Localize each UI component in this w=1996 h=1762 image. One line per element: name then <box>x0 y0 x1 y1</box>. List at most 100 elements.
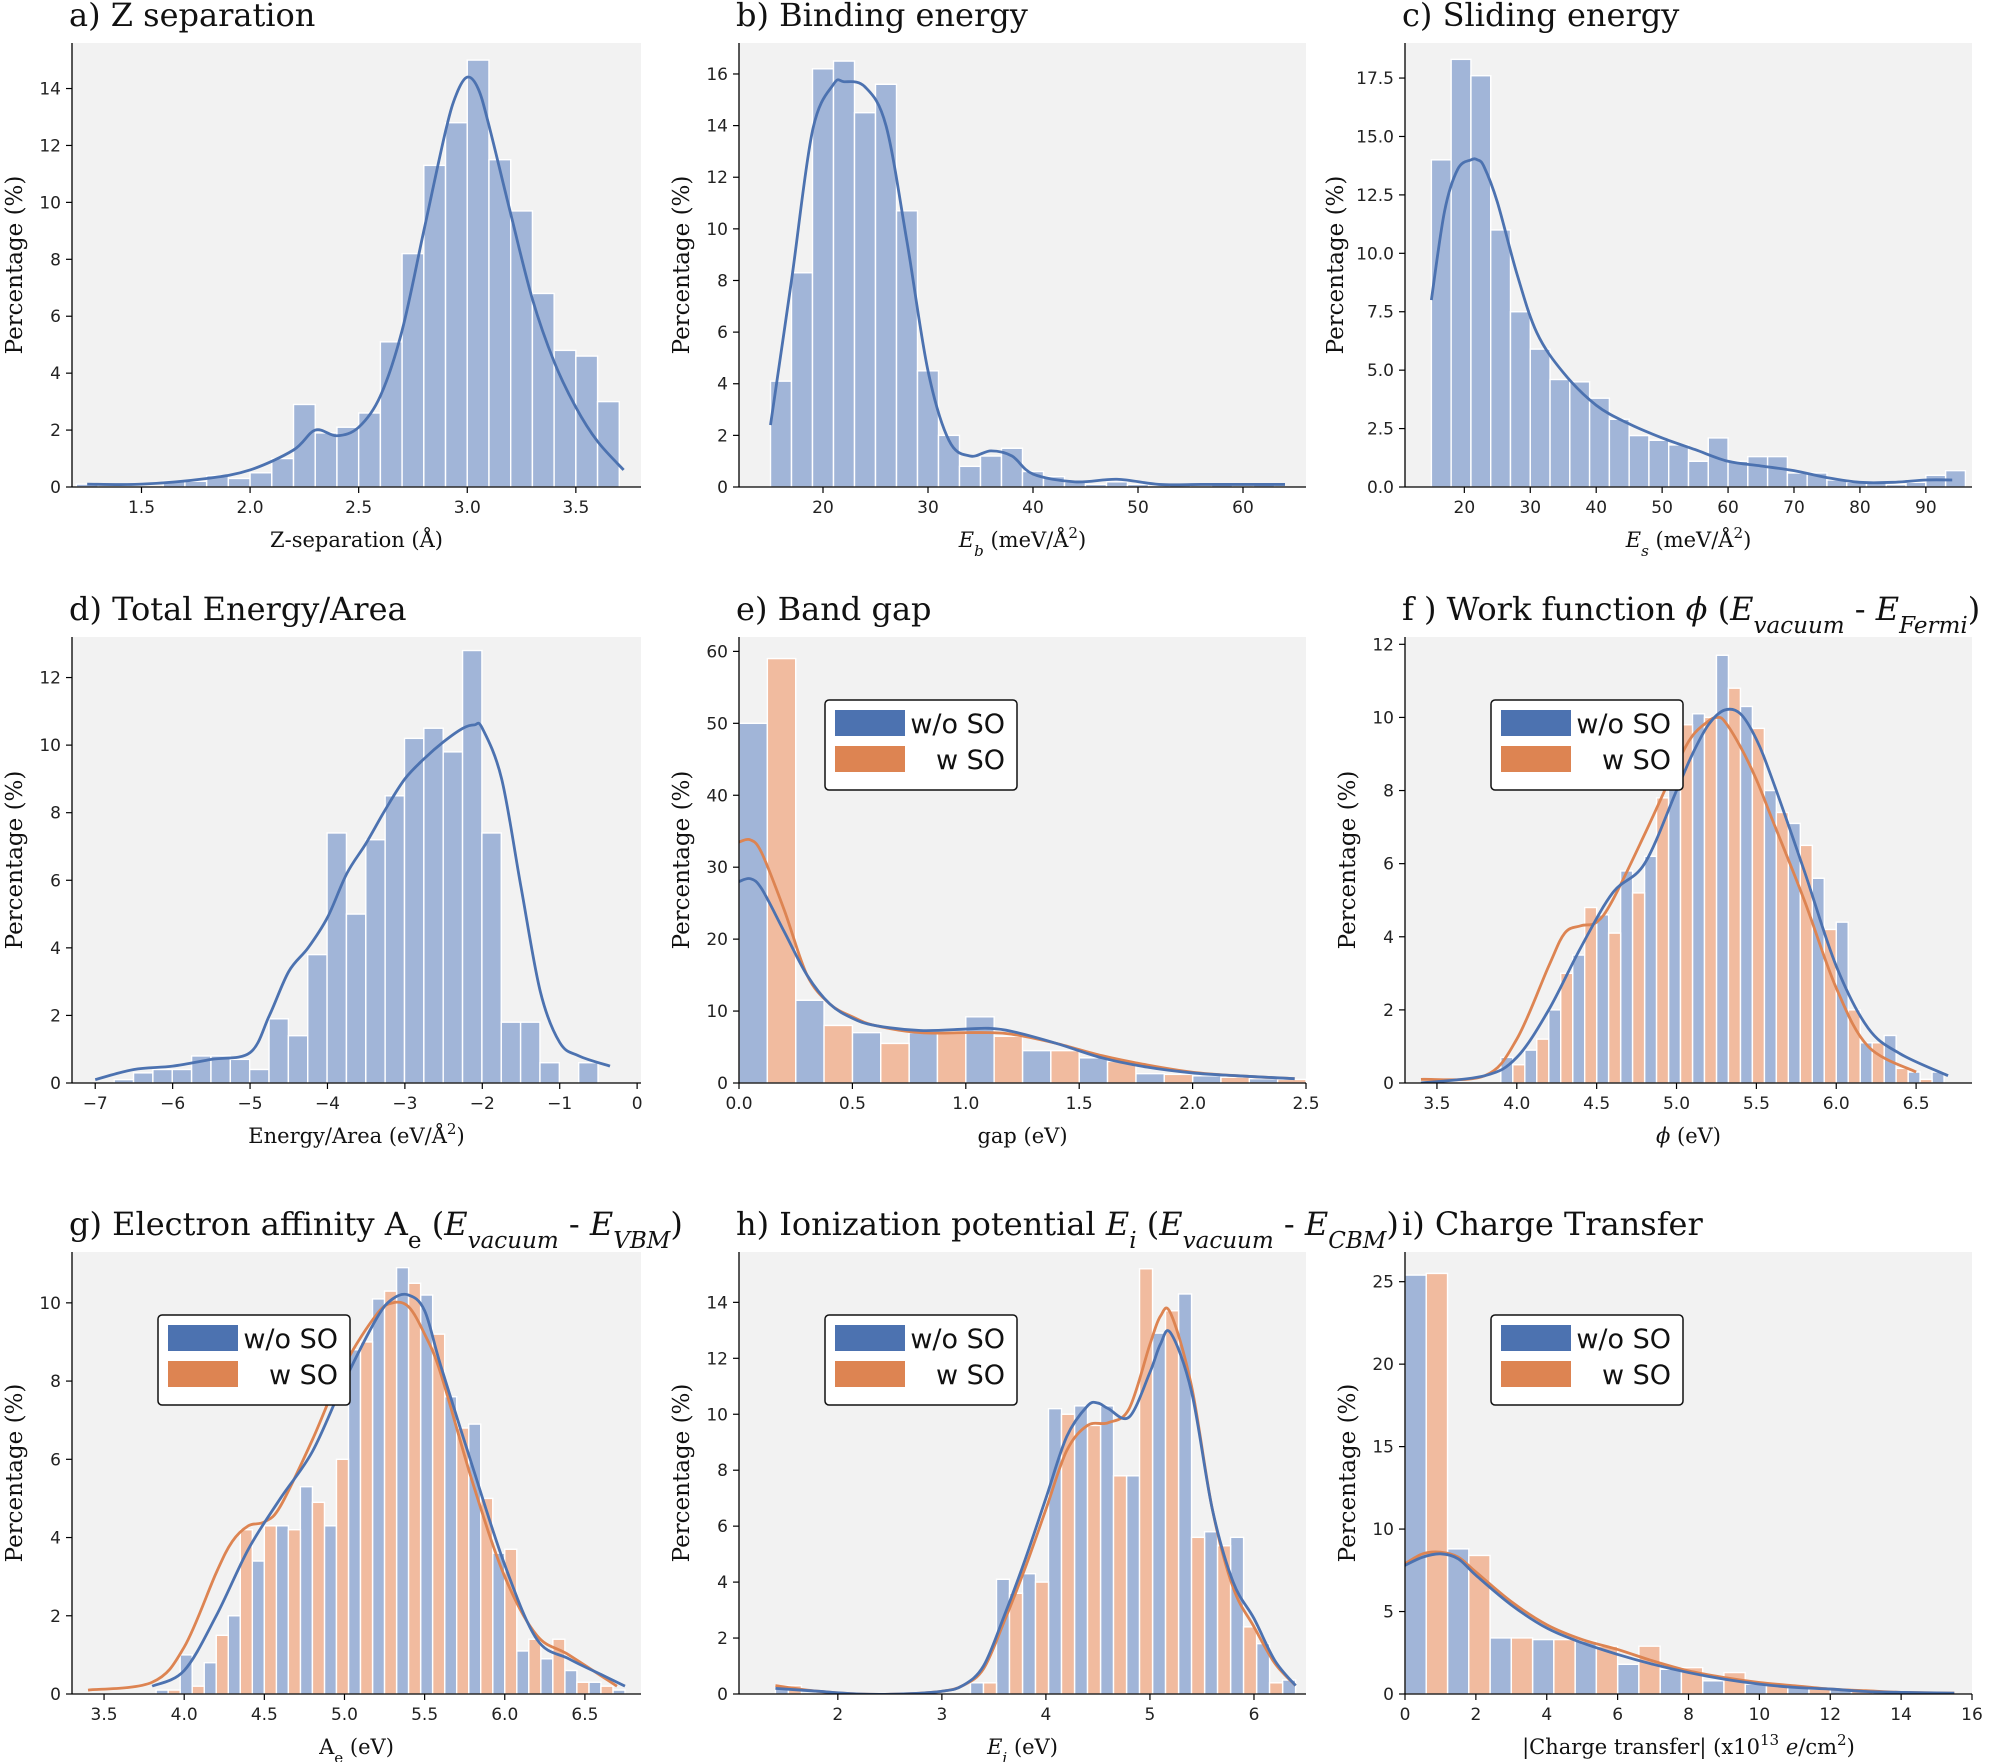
panel-title: c) Sliding energy <box>1402 0 1679 34</box>
x-tick-label: 3.0 <box>454 498 481 518</box>
y-tick-label: 2 <box>717 1629 728 1649</box>
bar <box>1823 928 1837 1083</box>
bar <box>1536 1038 1550 1083</box>
bar <box>1489 1637 1513 1694</box>
x-tick-label: −7 <box>83 1094 108 1114</box>
panel-title: h) Ionization potential Ei (Evacuum - EC… <box>736 1205 1399 1254</box>
x-tick-label: 6.5 <box>571 1705 598 1725</box>
legend: w/o SO w SO <box>157 1314 351 1406</box>
y-tick-label: 0.0 <box>1367 478 1394 498</box>
legend-swatch <box>168 1325 238 1351</box>
bar <box>1616 1663 1640 1694</box>
x-tick-label: 6.0 <box>491 1705 518 1725</box>
bar <box>1509 311 1531 487</box>
bar <box>1446 1548 1470 1694</box>
bar <box>1727 687 1742 1083</box>
bars-woso <box>774 1293 1297 1694</box>
panel-f: 3.5 4.0 4.5 5.0 5.5 6.0 6.5 0 2 4 6 8 10 12 f ) Work f… <box>1335 590 1980 1148</box>
bar <box>395 1266 410 1694</box>
y-tick-label: 14 <box>39 80 61 100</box>
y-tick-label: 6 <box>717 323 728 343</box>
bar <box>528 1638 542 1694</box>
bar <box>275 1525 290 1694</box>
bar <box>271 457 295 487</box>
y-tick-label: 2 <box>717 426 728 446</box>
bar <box>1529 348 1551 487</box>
bar <box>1112 1475 1128 1694</box>
x-tick-label: −1 <box>547 1094 572 1114</box>
bar <box>1510 1637 1534 1694</box>
y-tick-label: 8 <box>1383 782 1394 802</box>
bar <box>215 1634 229 1694</box>
y-tick-label: 0 <box>717 1074 728 1094</box>
x-tick-label: 70 <box>1783 498 1805 518</box>
bars-woso <box>739 722 1279 1083</box>
legend-label: w/o SO <box>910 1324 1005 1355</box>
bar <box>461 649 483 1083</box>
y-tick-label: 10.0 <box>1356 244 1394 264</box>
bar <box>1073 1405 1089 1694</box>
x-tick-label: 1.5 <box>128 498 155 518</box>
bar <box>1034 1581 1050 1694</box>
y-tick-label: 2 <box>1383 1001 1394 1021</box>
bar <box>1907 1071 1921 1083</box>
bar <box>335 1458 350 1694</box>
y-axis-label: Percentage (%) <box>2 1384 28 1563</box>
bar <box>1572 954 1586 1083</box>
panel-title: e) Band gap <box>736 590 932 628</box>
bar <box>442 751 464 1083</box>
y-tick-label: 0 <box>50 1074 61 1094</box>
y-tick-label: 10 <box>39 736 61 756</box>
bar <box>359 1341 374 1694</box>
bar <box>1229 1536 1245 1694</box>
y-axis-label: Percentage (%) <box>2 176 28 355</box>
bar <box>1766 455 1789 487</box>
y-tick-label: 10 <box>706 1405 728 1425</box>
bar <box>1425 1272 1449 1694</box>
bar <box>311 1501 326 1694</box>
x-tick-label: 2 <box>1470 1705 1481 1725</box>
panel-b: 20 30 40 50 60 0 2 4 6 8 10 12 14 16 b) Binding energy… <box>669 0 1306 560</box>
bar <box>466 59 490 487</box>
bar <box>1191 1075 1222 1083</box>
bar <box>1608 418 1630 487</box>
bar <box>1560 972 1574 1083</box>
bar <box>326 832 348 1083</box>
bar <box>540 1658 554 1694</box>
bar <box>576 1681 590 1694</box>
bar <box>307 953 328 1083</box>
bar <box>1763 789 1778 1083</box>
bar <box>1549 378 1571 487</box>
bar <box>1548 1009 1562 1083</box>
bar <box>1531 1638 1555 1694</box>
legend-swatch <box>835 1325 905 1351</box>
bar <box>979 455 1003 487</box>
y-axis-label: Percentage (%) <box>669 176 695 355</box>
y-tick-label: 6 <box>50 307 61 327</box>
bar <box>292 403 316 487</box>
bar <box>564 1669 578 1694</box>
bars-wso <box>1512 687 1933 1083</box>
legend-swatch <box>1501 746 1571 772</box>
y-tick-label: 15 <box>1372 1438 1394 1458</box>
x-tick-label: 4 <box>1040 1705 1051 1725</box>
y-tick-label: 50 <box>706 714 728 734</box>
bar <box>1470 75 1492 487</box>
bar <box>832 60 856 487</box>
bar <box>1619 870 1634 1083</box>
x-tick-label: 50 <box>1127 498 1149 518</box>
x-tick-label: 3.5 <box>562 498 589 518</box>
bar <box>1574 1640 1598 1694</box>
bar <box>1739 705 1754 1083</box>
bar <box>287 1529 302 1694</box>
x-tick-label: −4 <box>315 1094 340 1114</box>
bar <box>575 355 599 487</box>
kde-curve <box>87 75 625 486</box>
bar <box>1553 1638 1576 1694</box>
x-tick-label: 6.0 <box>1823 1094 1850 1114</box>
bar <box>268 1018 290 1083</box>
kde-curve <box>775 1329 1297 1694</box>
bar <box>982 1682 998 1694</box>
bar <box>1490 229 1512 487</box>
legend-swatch <box>835 1361 905 1387</box>
